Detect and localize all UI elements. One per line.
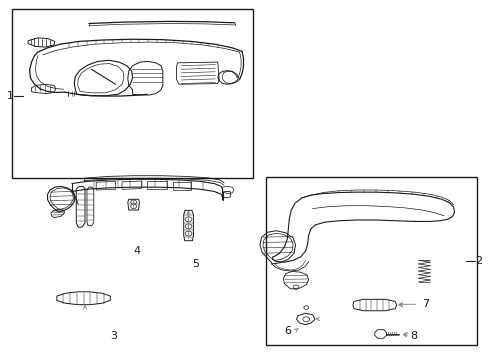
Text: 5: 5 xyxy=(192,259,199,269)
Text: 4: 4 xyxy=(133,247,140,256)
Text: 3: 3 xyxy=(109,332,117,342)
Text: 7: 7 xyxy=(421,299,428,309)
Text: 8: 8 xyxy=(409,332,416,342)
Text: 1: 1 xyxy=(7,91,14,101)
Text: 2: 2 xyxy=(474,256,481,266)
Text: 6: 6 xyxy=(283,327,290,337)
